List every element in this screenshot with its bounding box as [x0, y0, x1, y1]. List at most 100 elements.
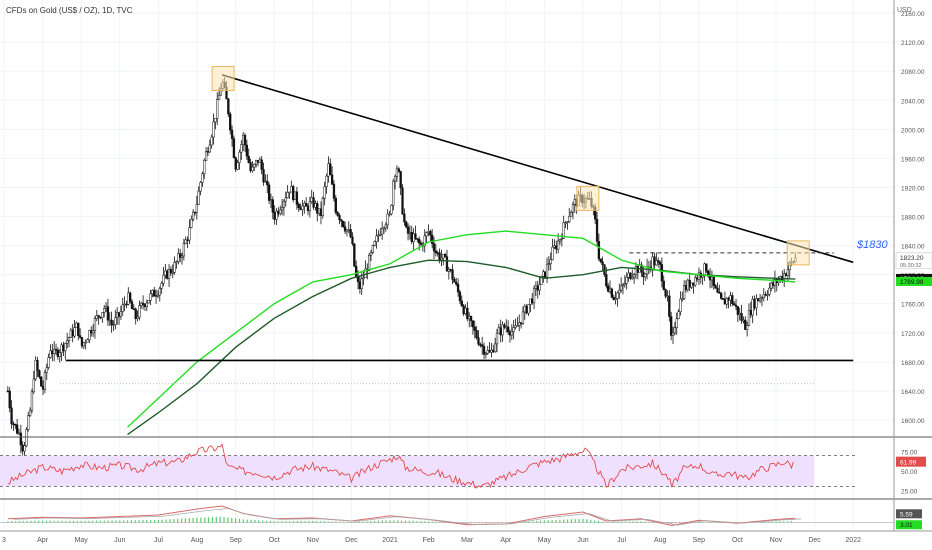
candle-body	[264, 180, 267, 183]
candle-body	[734, 304, 738, 307]
candle-body	[41, 386, 45, 390]
candle-body	[321, 198, 324, 216]
candle-body	[338, 215, 341, 221]
candle-body	[549, 259, 552, 265]
price-tick-label: 1880.00	[901, 215, 925, 222]
candle-body	[175, 261, 178, 263]
candle-body	[523, 305, 526, 313]
candle-body	[486, 350, 489, 354]
candle-body	[256, 160, 260, 163]
candle-body	[316, 203, 319, 214]
candle-body	[179, 253, 182, 258]
candle-body	[555, 245, 558, 250]
candle-body	[293, 191, 297, 201]
candle-body	[267, 184, 271, 201]
candle-body	[464, 307, 467, 315]
candle-body	[705, 263, 708, 272]
candle-body	[45, 367, 48, 373]
candle-body	[521, 311, 525, 324]
price-tick-label: 2000.00	[901, 127, 925, 134]
candle-body	[353, 243, 356, 267]
candle-body	[482, 346, 486, 355]
candle-body	[323, 186, 326, 199]
candle-body	[431, 234, 434, 244]
candle-body	[451, 269, 454, 280]
price-tick-label: 2080.00	[901, 69, 925, 76]
candle-body	[770, 282, 773, 289]
candle-body	[53, 348, 56, 355]
candle-body	[167, 269, 171, 279]
candle-body	[60, 344, 63, 353]
candle-body	[744, 319, 747, 330]
candle-body	[453, 279, 456, 283]
candle-body	[349, 229, 352, 238]
candle-body	[56, 349, 60, 357]
level-annotation: $1830	[857, 239, 888, 251]
candle-body	[595, 219, 599, 242]
candle-body	[8, 390, 11, 409]
candle-body	[721, 298, 725, 300]
highlight-box	[786, 240, 810, 266]
candle-body	[534, 285, 538, 289]
candle-body	[369, 252, 373, 256]
time-tick-label: Nov	[307, 537, 320, 544]
candle-body	[364, 268, 367, 279]
candle-body	[271, 199, 274, 213]
candle-body	[388, 213, 391, 216]
candle-body	[784, 273, 788, 276]
candle-body	[151, 289, 154, 295]
candle-body	[695, 277, 699, 280]
candle-body	[141, 302, 145, 305]
candle-body	[332, 183, 336, 199]
candle-body	[720, 293, 723, 299]
symbol-title[interactable]: CFDs on Gold (US$ / OZ), 1D, TVC	[6, 6, 133, 15]
candle-body	[481, 344, 484, 347]
candle-body	[342, 221, 345, 227]
candle-body	[503, 324, 506, 328]
highlight-box	[211, 65, 235, 91]
candle-body	[673, 327, 677, 334]
macd-pane	[0, 505, 894, 527]
candle-body	[73, 327, 76, 337]
candle-body	[158, 288, 161, 296]
candle-body	[738, 312, 741, 315]
candle-body	[397, 168, 400, 172]
candle-body	[536, 285, 539, 291]
candle-body	[386, 213, 389, 226]
time-tick-label: May	[538, 537, 552, 544]
candle-body	[443, 254, 447, 257]
candle-body	[519, 322, 523, 324]
candle-body	[627, 272, 630, 278]
candle-body	[393, 176, 397, 182]
candle-body	[684, 285, 688, 290]
candle-body	[242, 134, 245, 145]
candle-body	[380, 228, 384, 235]
time-tick-label: Oct	[269, 537, 280, 544]
candle-body	[764, 294, 767, 296]
candle-body	[334, 198, 337, 213]
candle-body	[414, 233, 417, 239]
time-tick-label: 2022	[845, 537, 861, 544]
candle-body	[558, 239, 562, 242]
candle-body	[466, 307, 469, 320]
candle-body	[299, 207, 302, 211]
candle-body	[753, 298, 756, 309]
candle-body	[90, 330, 93, 334]
candle-body	[238, 151, 241, 163]
candle-body	[134, 308, 137, 319]
time-tick-label: Apr	[500, 537, 512, 544]
candle-body	[288, 191, 291, 194]
candle-body	[240, 144, 243, 153]
candle-body	[36, 360, 39, 371]
candle-body	[495, 332, 499, 345]
candle-body	[51, 350, 54, 355]
price-tick-label: 1840.00	[901, 244, 925, 251]
price-label-tag	[895, 252, 932, 270]
candle-body	[518, 322, 521, 326]
candle-body	[460, 300, 463, 307]
candle-body	[723, 299, 727, 305]
candle-body	[28, 409, 32, 416]
candle-body	[330, 174, 334, 185]
